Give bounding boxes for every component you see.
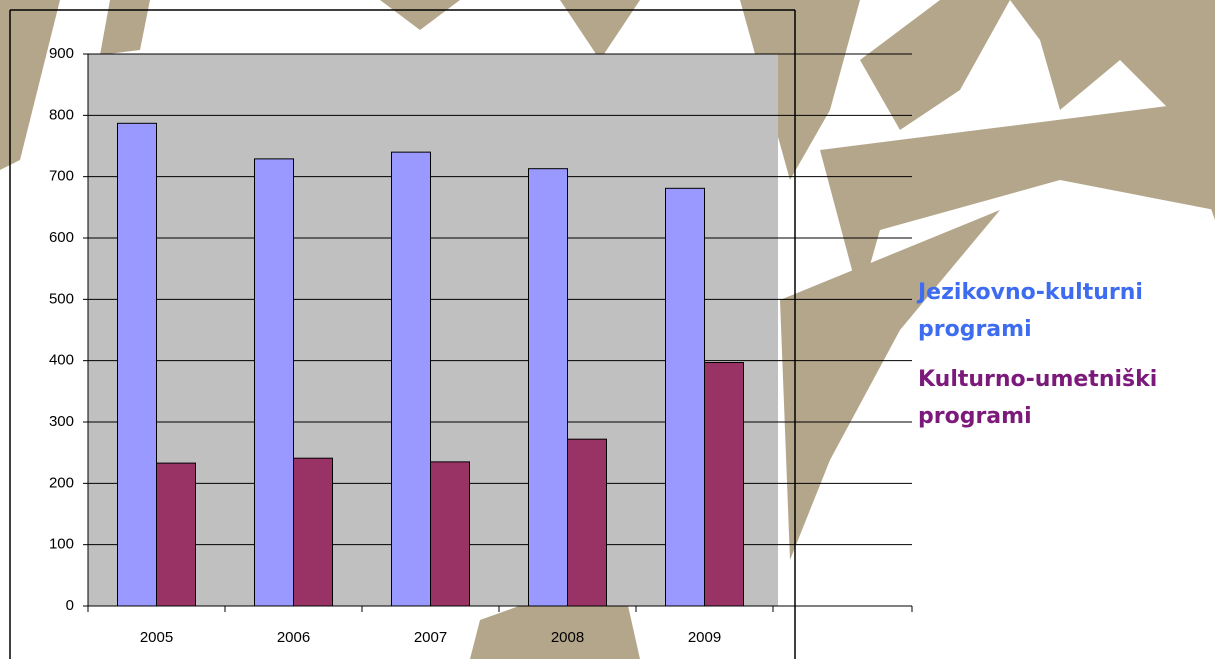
bar bbox=[430, 461, 470, 607]
y-tick-label: 100 bbox=[49, 536, 74, 553]
x-tick-label: 2005 bbox=[140, 629, 173, 646]
bar bbox=[528, 168, 568, 607]
y-tick-label: 200 bbox=[49, 474, 74, 491]
y-tick-label: 700 bbox=[49, 168, 74, 185]
bar bbox=[704, 362, 744, 607]
x-tick-label: 2006 bbox=[277, 629, 310, 646]
bar bbox=[156, 462, 196, 607]
y-tick-label: 800 bbox=[49, 106, 74, 123]
x-tick-label: 2009 bbox=[688, 629, 721, 646]
bar bbox=[254, 158, 294, 607]
x-tick-label: 2007 bbox=[414, 629, 447, 646]
y-tick-label: 600 bbox=[49, 229, 74, 246]
y-tick-label: 0 bbox=[66, 597, 74, 614]
x-tick-label: 2008 bbox=[551, 629, 584, 646]
bar bbox=[117, 122, 157, 607]
legend-entry: Jezikovno-kulturni programi bbox=[918, 280, 1143, 342]
bar bbox=[391, 151, 431, 607]
y-tick-label: 900 bbox=[49, 45, 74, 62]
y-tick-label: 500 bbox=[49, 290, 74, 307]
y-tick-label: 400 bbox=[49, 352, 74, 369]
bar bbox=[665, 187, 705, 607]
bar bbox=[293, 457, 333, 607]
y-tick-label: 300 bbox=[49, 413, 74, 430]
bar bbox=[567, 438, 607, 607]
legend-entry: Kulturno-umetniški programi bbox=[918, 367, 1158, 429]
